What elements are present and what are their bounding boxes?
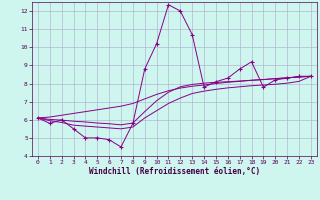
- X-axis label: Windchill (Refroidissement éolien,°C): Windchill (Refroidissement éolien,°C): [89, 167, 260, 176]
